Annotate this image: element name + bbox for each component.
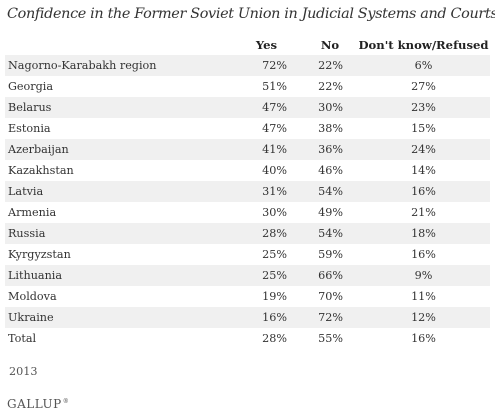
table-row: Lithuania 25% 66% 9% [5,265,490,286]
table-row: Latvia 31% 54% 16% [5,181,490,202]
cell-yes: 16% [230,307,303,328]
cell-yes: 41% [230,139,303,160]
cell-dont-know: 23% [357,97,490,118]
cell-yes: 19% [230,286,303,307]
year-note: 2013 [9,365,38,378]
cell-dont-know: 24% [357,139,490,160]
table-row: Moldova 19% 70% 11% [5,286,490,307]
cell-dont-know: 15% [357,118,490,139]
header-row: Yes No Don't know/Refused [5,35,490,55]
cell-no: 22% [303,55,357,76]
logo-text: GALLUP [7,397,62,411]
row-name: Latvia [5,181,230,202]
cell-yes: 51% [230,76,303,97]
cell-dont-know: 27% [357,76,490,97]
cell-no: 55% [303,328,357,349]
cell-no: 72% [303,307,357,328]
row-name: Estonia [5,118,230,139]
table-row: Kazakhstan 40% 46% 14% [5,160,490,181]
cell-dont-know: 16% [357,181,490,202]
row-name: Georgia [5,76,230,97]
cell-no: 54% [303,181,357,202]
cell-no: 30% [303,97,357,118]
row-name: Belarus [5,97,230,118]
header-no: No [320,38,340,52]
cell-yes: 25% [230,265,303,286]
cell-no: 46% [303,160,357,181]
cell-dont-know: 21% [357,202,490,223]
cell-no: 49% [303,202,357,223]
cell-dont-know: 6% [357,55,490,76]
table-row: Azerbaijan 41% 36% 24% [5,139,490,160]
table-row: Belarus 47% 30% 23% [5,97,490,118]
cell-yes: 47% [230,118,303,139]
chart-title: Confidence in the Former Soviet Union in… [7,6,495,22]
cell-no: 54% [303,223,357,244]
row-name: Total [5,328,230,349]
cell-no: 36% [303,139,357,160]
row-name: Lithuania [5,265,230,286]
cell-dont-know: 16% [357,244,490,265]
cell-dont-know: 11% [357,286,490,307]
row-name: Russia [5,223,230,244]
cell-no: 70% [303,286,357,307]
cell-no: 66% [303,265,357,286]
row-name: Nagorno-Karabakh region [5,55,230,76]
table-row: Armenia 30% 49% 21% [5,202,490,223]
row-name: Kyrgyzstan [5,244,230,265]
header-yes: Yes [255,38,278,52]
table-row: Ukraine 16% 72% 12% [5,307,490,328]
cell-yes: 47% [230,97,303,118]
row-name: Moldova [5,286,230,307]
header-name [5,35,230,55]
row-name: Armenia [5,202,230,223]
cell-yes: 40% [230,160,303,181]
gallup-logo: GALLUP® [7,397,69,411]
cell-yes: 28% [230,223,303,244]
cell-dont-know: 16% [357,328,490,349]
cell-dont-know: 14% [357,160,490,181]
cell-no: 59% [303,244,357,265]
cell-dont-know: 18% [357,223,490,244]
row-name: Ukraine [5,307,230,328]
table-row: Kyrgyzstan 25% 59% 16% [5,244,490,265]
cell-yes: 25% [230,244,303,265]
table-row: Georgia 51% 22% 27% [5,76,490,97]
table-row: Nagorno-Karabakh region 72% 22% 6% [5,55,490,76]
cell-yes: 30% [230,202,303,223]
row-name: Kazakhstan [5,160,230,181]
cell-yes: 31% [230,181,303,202]
cell-yes: 28% [230,328,303,349]
table-row: Estonia 47% 38% 15% [5,118,490,139]
trademark-mark: ® [62,398,70,405]
row-name: Azerbaijan [5,139,230,160]
cell-no: 22% [303,76,357,97]
table-row: Russia 28% 54% 18% [5,223,490,244]
data-table: Yes No Don't know/Refused Nagorno-Karaba… [5,35,490,349]
cell-dont-know: 12% [357,307,490,328]
header-dont-know: Don't know/Refused [358,38,489,52]
table-row: Total 28% 55% 16% [5,328,490,349]
cell-no: 38% [303,118,357,139]
table-body: Nagorno-Karabakh region 72% 22% 6% Georgia 51… [5,55,490,349]
cell-yes: 72% [230,55,303,76]
cell-dont-know: 9% [357,265,490,286]
